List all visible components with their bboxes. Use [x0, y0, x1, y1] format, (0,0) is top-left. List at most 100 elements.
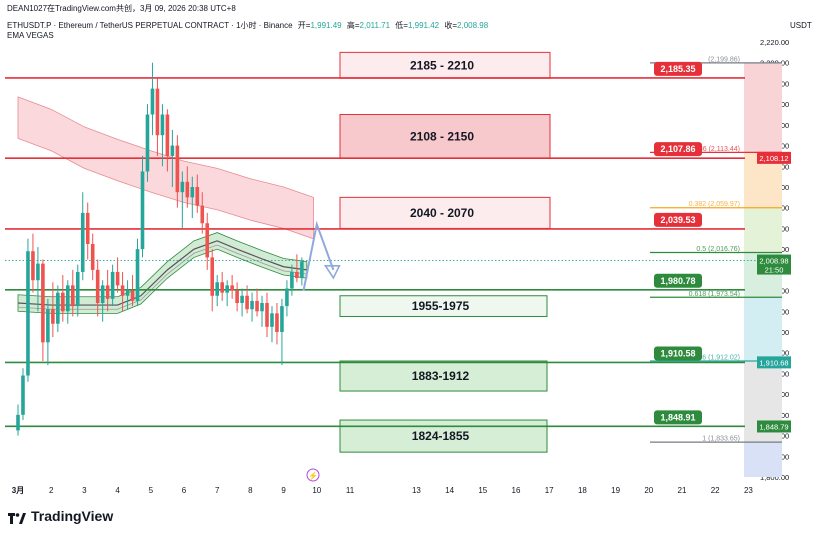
candle-body [140, 171, 145, 250]
x-tick-label: 7 [215, 486, 220, 495]
x-tick-label: 4 [115, 486, 120, 495]
candle-body [56, 292, 60, 324]
candle-body [170, 145, 175, 156]
indicator-legend[interactable]: EMA VEGAS [7, 31, 54, 40]
candle-body [51, 309, 55, 324]
x-tick-label: 5 [149, 486, 154, 495]
fib-fill-band [744, 62, 782, 153]
candle-body [150, 88, 155, 115]
candle-body [80, 212, 85, 272]
ohlc-high-label: 高= [346, 21, 360, 30]
candle-body [275, 313, 279, 332]
fib-level-label: 1 (1,833.65) [702, 436, 740, 443]
fib-level-label: 0.382 (2,059.97) [689, 201, 740, 208]
candle-body [41, 263, 45, 343]
ohlc-close-label: 收= [444, 21, 458, 30]
candle-body [265, 303, 269, 327]
candle-body [250, 300, 254, 310]
ohlc-close-value: 2,008.98 [457, 21, 489, 30]
ema-line [17, 244, 307, 310]
price-level-tag [654, 410, 702, 425]
zone-label: 1883-1912 [412, 369, 470, 383]
candle-body [255, 300, 259, 312]
candle-body [130, 290, 135, 301]
fib-fill-band [744, 297, 782, 361]
header-symbol-line: ETHUSDT.P · Ethereum / TetherUS PERPETUA… [7, 21, 491, 31]
forecast-arrow [302, 220, 335, 291]
axis-price-tag [757, 420, 791, 433]
symbol-name[interactable]: ETHUSDT.P · Ethereum / TetherUS PERPETUA… [7, 21, 293, 30]
price-level-tag [654, 61, 702, 76]
axis-price-tag [757, 254, 791, 275]
candle-body [180, 181, 185, 193]
x-tick-label: 22 [711, 486, 720, 495]
fib-level-label: 0.5 (2,016.76) [696, 246, 740, 253]
candle-body [295, 271, 299, 279]
candle-body [135, 249, 140, 301]
x-tick-label: 2 [49, 486, 54, 495]
tradingview-logo[interactable]: TradingView [8, 508, 113, 524]
fib-level-label: 0.786 (1,912.02) [689, 354, 740, 361]
forecast-arrowhead [323, 265, 341, 280]
x-tick-label: 20 [644, 486, 653, 495]
candle-body [26, 251, 30, 376]
candle-body [270, 313, 274, 327]
candle-body [175, 145, 180, 193]
price-level-tag [654, 346, 702, 361]
x-tick-label: 9 [281, 486, 286, 495]
candle-body [90, 243, 95, 270]
candle-body [66, 285, 70, 312]
candle-body [46, 309, 50, 343]
x-tick-label: 16 [512, 486, 521, 495]
x-tick-label: 23 [744, 486, 753, 495]
candle-body [31, 251, 35, 281]
x-tick-label: 15 [478, 486, 487, 495]
candle-body [75, 271, 80, 307]
candle-body [125, 290, 130, 296]
zone-label: 2185 - 2210 [410, 58, 474, 72]
candle-body [115, 271, 120, 286]
event-lightning-icon [306, 468, 320, 482]
candle-body [200, 205, 205, 224]
candle-body [290, 271, 294, 289]
candle-body [280, 306, 284, 332]
candle-body [95, 269, 100, 303]
ohlc-low-value: 1,991.42 [407, 21, 440, 30]
zone-box [339, 196, 551, 229]
candle-body [300, 261, 304, 279]
y-tick-label: 1,800.00 [760, 473, 789, 482]
candle-body [260, 303, 264, 312]
candle-body [36, 263, 40, 281]
candle-body [285, 288, 289, 307]
x-tick-label: 18 [578, 486, 587, 495]
price-level-tag-label: 2,039.53 [660, 215, 695, 225]
axis-price-tag-label: 1,848.79 [759, 422, 788, 431]
candle-body [230, 285, 234, 291]
ohlc-open-label: 开= [297, 21, 311, 30]
x-tick-label: 14 [445, 486, 454, 495]
price-level-tag-label: 2,107.86 [660, 144, 695, 154]
candle-body [165, 114, 170, 156]
candle-body [160, 114, 165, 136]
header-byline: DEAN1027在TradingView.com共创，3月 09, 2026 2… [7, 4, 236, 13]
x-tick-label: 8 [248, 486, 253, 495]
zone-label: 2040 - 2070 [410, 206, 474, 220]
zone-box [339, 295, 548, 317]
price-level-tag-label: 2,185.35 [660, 64, 695, 74]
axis-price-tag [757, 356, 791, 369]
ohlc-low-label: 低= [395, 21, 408, 30]
x-tick-label: 3月 [12, 486, 24, 495]
fib-fill-band [744, 207, 782, 253]
zone-label: 1955-1975 [412, 299, 470, 313]
price-level-tag-label: 1,910.58 [660, 348, 695, 358]
tradingview-mark-icon [8, 511, 26, 524]
price-level-tag-label: 1,848.91 [660, 412, 695, 422]
zone-label: 1824-1855 [412, 429, 470, 443]
price-level-tag [654, 273, 702, 288]
ohlc-open-value: 1,991.49 [310, 21, 342, 30]
candle-body [245, 295, 249, 310]
candle-body [21, 375, 25, 415]
candle-body [110, 271, 115, 299]
x-tick-label: 11 [346, 486, 355, 495]
